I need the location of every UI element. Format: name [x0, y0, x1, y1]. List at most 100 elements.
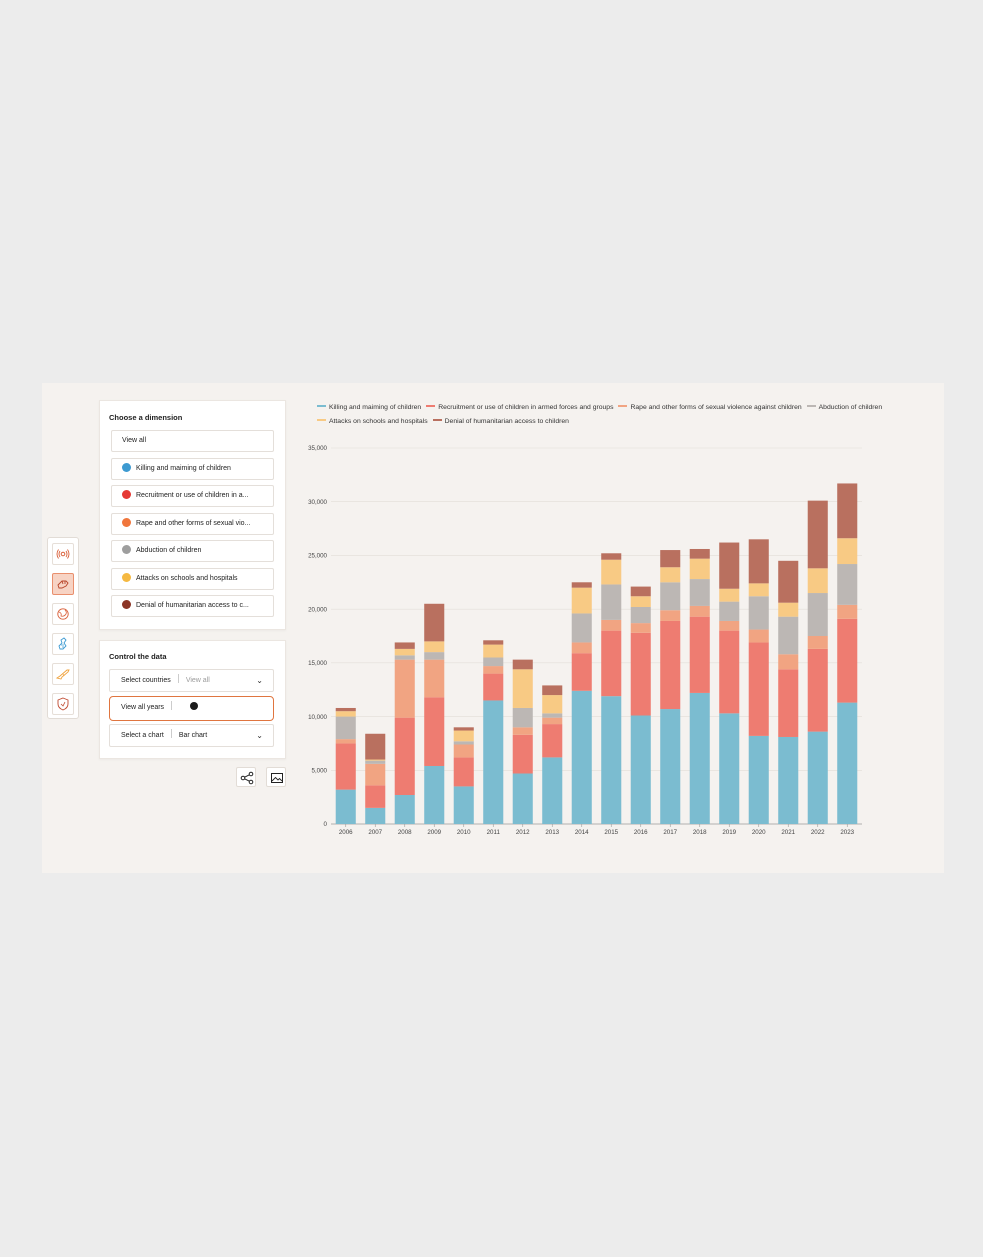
globe-icon[interactable] — [52, 603, 74, 625]
rifle-icon[interactable] — [52, 663, 74, 685]
bar-segment — [512, 727, 533, 735]
bar-segment — [719, 630, 740, 714]
bar-segment — [837, 538, 858, 565]
x-tick-label: 2006 — [339, 829, 353, 836]
bar-segment — [483, 673, 504, 701]
bar-segment — [512, 773, 533, 824]
bar-segment — [689, 692, 710, 824]
bar-segment — [424, 659, 445, 698]
bar-segment — [394, 659, 415, 718]
bar-segment — [542, 724, 563, 758]
bar-segment — [483, 640, 504, 645]
bar-segment — [335, 707, 356, 712]
toggle-knob — [190, 702, 199, 710]
dimension-option[interactable]: Denial of humanitarian access to c... — [111, 595, 274, 617]
bar-segment — [512, 669, 533, 708]
bar-segment — [630, 715, 651, 824]
y-tick-label: 35,000 — [308, 445, 327, 452]
dimension-option[interactable]: Attacks on schools and hospitals — [111, 567, 274, 590]
image-icon — [271, 773, 283, 783]
dimension-option-label: Attacks on schools and hospitals — [136, 574, 238, 582]
dimension-option[interactable]: Recruitment or use of children in a... — [111, 485, 274, 507]
x-tick-label: 2013 — [545, 829, 559, 836]
select-countries-dropdown[interactable]: Select countries View all ⌄ — [109, 669, 274, 692]
download-image-button[interactable] — [266, 767, 286, 787]
x-tick-label: 2011 — [487, 829, 501, 836]
select-countries-value: View all — [185, 677, 210, 684]
bar-segment — [660, 582, 681, 611]
bar-segment — [365, 785, 386, 808]
bar-segment — [542, 685, 563, 696]
bar-segment — [571, 587, 592, 614]
bar-segment — [719, 713, 740, 824]
legend-item[interactable]: Killing and maiming of children — [317, 401, 421, 415]
y-tick-label: 10,000 — [308, 714, 327, 721]
bar-segment — [365, 763, 386, 786]
bar-segment — [601, 584, 622, 620]
share-button[interactable] — [236, 767, 256, 787]
bar-segment — [630, 623, 651, 633]
bar-segment — [335, 716, 356, 740]
x-tick-label: 2023 — [840, 829, 854, 836]
bar-segment — [807, 636, 828, 649]
select-chart-dropdown[interactable]: Select a chart Bar chart ⌄ — [109, 724, 274, 747]
view-all-years-toggle-row[interactable]: View all years — [109, 696, 274, 721]
bar-segment — [512, 707, 533, 728]
legend-item[interactable]: Denial of humanitarian access to childre… — [432, 415, 569, 429]
bar-segment — [630, 596, 651, 607]
share-icon — [240, 771, 254, 785]
x-tick-label: 2018 — [693, 829, 707, 836]
bar-segment — [778, 616, 799, 655]
bandage-icon[interactable] — [52, 633, 74, 655]
dimension-option-label: Killing and maiming of children — [136, 464, 231, 472]
bar-segment — [807, 568, 828, 594]
y-tick-label: 0 — [324, 821, 328, 828]
legend-item[interactable]: Abduction of children — [806, 401, 882, 415]
bar-segment — [542, 713, 563, 718]
bar-segment — [335, 789, 356, 824]
dimension-color-dot — [122, 462, 131, 472]
bar-segment — [660, 610, 681, 621]
hand-icon[interactable] — [52, 573, 74, 595]
x-tick-label: 2021 — [781, 829, 795, 836]
bar-segment — [778, 560, 799, 603]
legend-label: Denial of humanitarian access to childre… — [444, 418, 569, 425]
bar-segment — [512, 659, 533, 670]
stacked-bar-chart: 0 5,000 10,000 15,000 20,000 25,000 30,000 35,0… — [308, 445, 862, 836]
dimension-option-label: Denial of humanitarian access to c... — [136, 602, 249, 609]
bar-segment — [335, 711, 356, 717]
dimension-option[interactable]: Rape and other forms of sexual vio... — [111, 512, 274, 535]
legend-item[interactable]: Attacks on schools and hospitals — [317, 415, 428, 429]
signal-icon[interactable] — [52, 543, 74, 565]
legend-swatch — [317, 419, 326, 421]
select-chart-label: Select a chart — [121, 732, 164, 739]
bar-segment — [807, 593, 828, 636]
bar-segment — [807, 731, 828, 824]
bar-segment — [719, 601, 740, 621]
legend-item[interactable]: Rape and other forms of sexual violence … — [618, 401, 802, 415]
dimension-option[interactable]: Abduction of children — [111, 540, 274, 562]
legend-label: Killing and maiming of children — [329, 404, 422, 411]
bar-segment — [660, 709, 681, 824]
bar-segment — [483, 700, 504, 824]
bar-segment — [601, 619, 622, 631]
bar-segment — [837, 483, 858, 539]
bar-segment — [748, 539, 769, 584]
x-tick-label: 2009 — [427, 829, 441, 836]
dimension-option-view-all[interactable]: View all — [111, 430, 274, 452]
shield-icon[interactable] — [52, 693, 74, 715]
dimension-color-dot — [122, 517, 131, 527]
dimension-option-label: View all — [122, 437, 146, 444]
legend-item[interactable]: Recruitment or use of children in armed … — [426, 401, 613, 415]
bar-segment — [453, 730, 474, 742]
bar-segment — [748, 735, 769, 824]
bar-segment — [571, 642, 592, 654]
view-all-years-toggle[interactable] — [181, 701, 204, 711]
dimension-option[interactable]: Killing and maiming of children — [111, 457, 274, 480]
x-tick-label: 2010 — [457, 829, 471, 836]
bar-segment — [778, 736, 799, 824]
bar-segment — [483, 644, 504, 658]
bar-segment — [719, 588, 740, 602]
bar-segment — [630, 606, 651, 624]
x-tick-label: 2019 — [722, 829, 736, 836]
